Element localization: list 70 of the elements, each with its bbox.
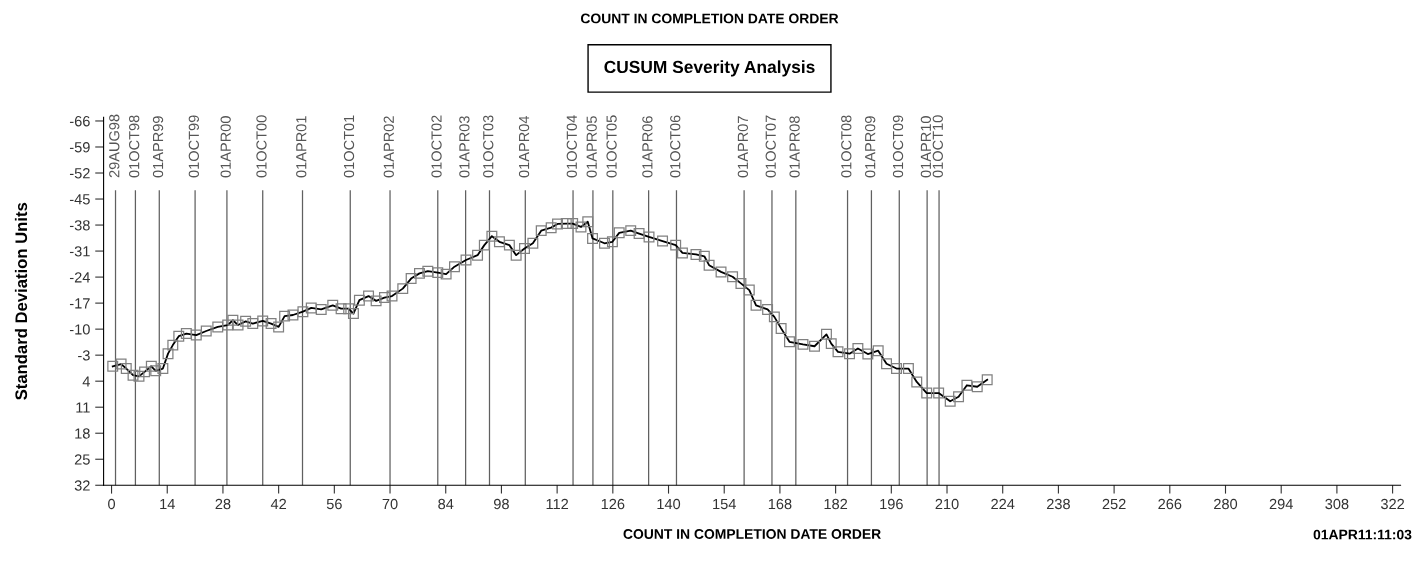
- ref-line-label: 01OCT07: [765, 115, 776, 178]
- x-tick-label: 140: [657, 498, 681, 510]
- x-tick-label: 294: [1269, 498, 1293, 510]
- ref-line-label: 29AUG98: [109, 114, 120, 178]
- ref-line-label: 01OCT06: [670, 115, 681, 178]
- x-tick-label: 280: [1214, 498, 1238, 510]
- ref-line-label: 01OCT01: [343, 115, 355, 178]
- ref-line-label: 01OCT03: [483, 115, 494, 178]
- ref-line-label: 01OCT08: [841, 115, 852, 178]
- chart-subtitle: CUSUM Severity Analysis: [604, 60, 815, 77]
- ref-line-label: 01OCT99: [188, 115, 200, 178]
- ref-line-label: 01APR00: [220, 116, 231, 178]
- ref-line-label: 01OCT00: [256, 115, 267, 178]
- y-tick-label: -52: [69, 168, 90, 179]
- ref-line-label: 01APR09: [865, 116, 876, 178]
- ref-line-label: 01APR01: [296, 116, 307, 178]
- y-tick-label: -38: [69, 220, 90, 231]
- x-tick-label: 238: [1046, 498, 1070, 510]
- x-tick-label: 154: [713, 498, 736, 510]
- x-tick-label: 308: [1325, 498, 1349, 510]
- ref-line-label: 01APR99: [152, 116, 164, 178]
- y-tick-label: -24: [69, 272, 90, 283]
- x-tick-label: 168: [768, 498, 792, 510]
- x-tick-label: 28: [215, 498, 231, 510]
- y-tick-label: -17: [69, 298, 90, 309]
- x-tick-label: 224: [991, 498, 1015, 510]
- x-tick-label: 266: [1158, 498, 1182, 510]
- y-tick-label: -31: [69, 246, 90, 257]
- x-tick-label: 84: [438, 498, 454, 510]
- ref-line-label: 01APR06: [642, 116, 653, 178]
- x-tick-label: 0: [108, 498, 116, 510]
- ref-line-label: 01OCT05: [606, 115, 617, 178]
- ref-line-label: 01APR05: [586, 116, 597, 178]
- x-tick-label: 56: [326, 498, 342, 510]
- ref-line-label: 01APR07: [737, 116, 749, 178]
- y-tick-label: -10: [69, 324, 90, 335]
- y-tick-label: 25: [74, 454, 90, 465]
- text: 01APR11:11:03: [1313, 529, 1412, 540]
- chart-title: COUNT IN COMPLETION DATE ORDER: [580, 13, 839, 24]
- ref-line-label: 01OCT98: [129, 115, 140, 178]
- y-tick-label: 11: [76, 402, 90, 413]
- x-tick-label: 322: [1380, 498, 1405, 510]
- ref-line-label: 01APR08: [789, 116, 800, 178]
- x-tick-label: 210: [935, 498, 959, 510]
- y-tick-label: -3: [78, 350, 90, 361]
- x-axis-title: COUNT IN COMPLETION DATE ORDER: [623, 529, 881, 539]
- ref-line-label: 01APR10: [920, 116, 932, 178]
- x-tick-label: 182: [824, 498, 848, 510]
- y-tick-label: 18: [75, 428, 90, 439]
- y-axis-title: Standard Deviation Units: [14, 202, 28, 400]
- ref-line-label: 01APR04: [518, 115, 530, 178]
- ref-line-label: 01APR02: [383, 116, 394, 178]
- y-tick-label: -59: [69, 142, 90, 153]
- x-tick-label: 98: [494, 498, 509, 510]
- x-tick-label: 70: [382, 498, 398, 510]
- y-tick-label: -45: [69, 194, 90, 205]
- ref-line-label: 01OCT10: [932, 115, 943, 178]
- x-tick-label: 112: [546, 498, 569, 510]
- ref-line-label: 01OCT04: [566, 115, 577, 178]
- y-tick-label: -66: [69, 116, 90, 127]
- ref-line-label: 01OCT02: [431, 115, 442, 178]
- x-tick-label: 14: [160, 498, 175, 510]
- x-tick-label: 252: [1102, 498, 1126, 510]
- x-tick-label: 126: [601, 498, 625, 510]
- x-tick-label: 42: [270, 498, 287, 510]
- y-tick-label: 4: [82, 376, 90, 387]
- ref-line-label: 01OCT09: [892, 115, 904, 178]
- x-tick-label: 196: [880, 498, 903, 510]
- y-tick-label: 32: [74, 480, 90, 491]
- ref-line-label: 01APR03: [459, 116, 470, 178]
